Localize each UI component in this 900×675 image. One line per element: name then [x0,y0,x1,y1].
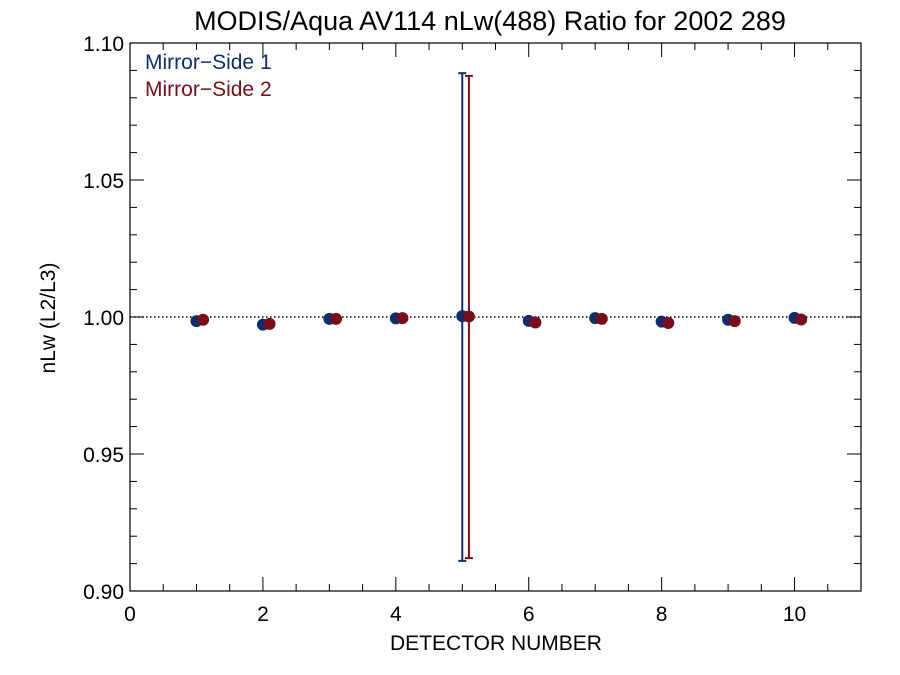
chart-title: MODIS/Aqua AV114 nLw(488) Ratio for 2002… [194,6,786,36]
data-point-series-2 [595,312,608,325]
legend: Mirror−Side 1 Mirror−Side 2 [145,51,272,101]
data-point-series-2 [330,312,343,325]
legend-item-series-2: Mirror−Side 2 [145,78,272,101]
data-point-series-2 [529,316,542,329]
data-point-series-2 [662,317,675,330]
x-tick-label: 8 [656,603,668,626]
plot-area: 0 2 4 6 8 10 0.90 0.95 1.00 1.05 1.10 [83,33,862,626]
data-point-series-2 [462,310,475,323]
data-point-series-2 [396,312,409,325]
y-axis-label: nLw (L2/L3) [37,263,60,374]
y-tick-label: 1.05 [83,170,124,193]
data-point-series-2 [197,313,210,326]
data-point-series-2 [728,315,741,328]
data-point-series-2 [795,313,808,326]
x-tick-label: 10 [783,603,806,626]
x-tick-label: 0 [124,603,136,626]
y-tick-label: 0.90 [83,581,124,604]
y-tick-label: 0.95 [83,444,124,467]
y-tick-label: 1.10 [83,33,124,56]
x-tick-label: 6 [523,603,535,626]
data-point-series-2 [263,317,276,330]
x-axis-label: DETECTOR NUMBER [390,632,602,655]
y-tick-label: 1.00 [83,307,124,330]
x-tick-label: 4 [390,603,402,626]
x-tick-label: 2 [257,603,269,626]
legend-item-series-1: Mirror−Side 1 [145,51,272,74]
